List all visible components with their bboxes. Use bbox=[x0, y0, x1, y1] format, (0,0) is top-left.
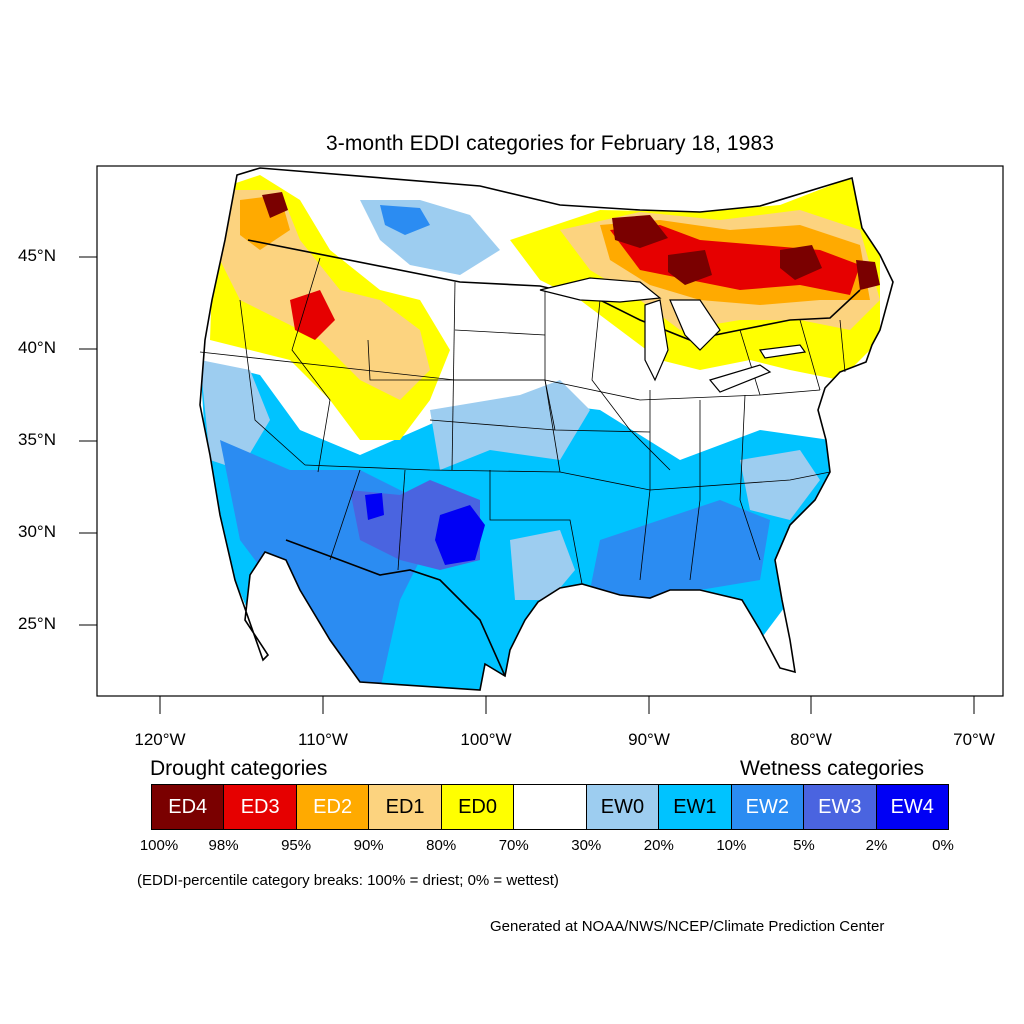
category-note: (EDDI-percentile category breaks: 100% =… bbox=[137, 872, 559, 889]
map-frame bbox=[96, 165, 1004, 697]
legend-break-label: 0% bbox=[932, 837, 954, 854]
ed4-region-michigan bbox=[668, 250, 712, 285]
legend-break-label: 95% bbox=[281, 837, 312, 854]
legend-break-label: 30% bbox=[571, 837, 602, 854]
wetness-heading: Wetness categories bbox=[740, 757, 925, 780]
legend-box-ew2: EW2 bbox=[731, 785, 805, 829]
great-lakes bbox=[539, 277, 807, 393]
legend-box-ed0: ED0 bbox=[441, 785, 515, 829]
ed4-region-ontario bbox=[612, 215, 668, 248]
lat-label-45: 45°N bbox=[18, 246, 56, 265]
legend-box-ew0: EW0 bbox=[586, 785, 660, 829]
ed4-region-maine bbox=[856, 260, 880, 290]
legend-break-label: 20% bbox=[643, 837, 674, 854]
lon-ticks bbox=[159, 696, 975, 714]
legend-box-ed1: ED1 bbox=[369, 785, 442, 829]
drought-heading: Drought categories bbox=[150, 757, 328, 780]
ew0-region-plains bbox=[430, 380, 590, 470]
lat-label-30: 30°N bbox=[18, 522, 56, 541]
coastline bbox=[199, 167, 894, 691]
legend-box-ed3: ED3 bbox=[224, 785, 297, 829]
lon-label-70: 70°W bbox=[953, 730, 995, 749]
legend-box-normal bbox=[514, 785, 587, 829]
legend-break-label: 90% bbox=[353, 837, 384, 854]
state-boundaries bbox=[199, 257, 846, 585]
map-title: 3-month EDDI categories for February 18,… bbox=[325, 132, 775, 155]
lat-ticks bbox=[79, 256, 97, 626]
legend-break-label: 2% bbox=[865, 837, 888, 854]
legend-box-ew3: EW3 bbox=[804, 785, 877, 829]
legend-break-label: 98% bbox=[208, 837, 239, 854]
legend-break-label: 10% bbox=[716, 837, 747, 854]
lat-label-25: 25°N bbox=[18, 614, 56, 633]
ed1-region-northwest bbox=[220, 190, 430, 400]
credit-line: Generated at NOAA/NWS/NCEP/Climate Predi… bbox=[490, 918, 885, 935]
legend-box-ed4: ED4 bbox=[152, 785, 225, 829]
legend-box-ed2: ED2 bbox=[296, 785, 370, 829]
ed4-region-washington bbox=[262, 192, 288, 218]
ew4-region-newmexico bbox=[435, 505, 485, 565]
ed3-region-idaho bbox=[290, 290, 335, 340]
legend-box-ew1: EW1 bbox=[659, 785, 732, 829]
legend-break-label: 80% bbox=[426, 837, 457, 854]
legend-break-label: 5% bbox=[793, 837, 815, 854]
legend-break-label: 70% bbox=[498, 837, 529, 854]
lat-label-35: 35°N bbox=[18, 430, 56, 449]
ew0-region-carolinas bbox=[740, 450, 820, 520]
legend-color-bar: ED4 ED3 ED2 ED1 ED0 EW0 EW1 EW2 EW3 EW4 bbox=[151, 784, 949, 830]
lon-label-110: 110°W bbox=[298, 730, 348, 749]
lon-label-90: 90°W bbox=[628, 730, 670, 749]
legend-break-label: 100% bbox=[139, 837, 179, 854]
lon-label-100: 100°W bbox=[460, 730, 512, 749]
ed4-region-quebec bbox=[780, 245, 822, 280]
ew4-region-arizona bbox=[365, 493, 384, 520]
ew2-region-montana bbox=[380, 205, 430, 235]
ew0-region-west bbox=[200, 360, 270, 470]
us-mexico-border bbox=[285, 539, 506, 677]
lon-label-120: 120°W bbox=[134, 730, 186, 749]
ew2-region-southeast bbox=[590, 500, 770, 600]
legend-box-ew4: EW4 bbox=[876, 785, 948, 829]
ew0-region-texas bbox=[510, 530, 575, 600]
lon-label-80: 80°W bbox=[790, 730, 832, 749]
lat-label-40: 40°N bbox=[18, 338, 56, 357]
